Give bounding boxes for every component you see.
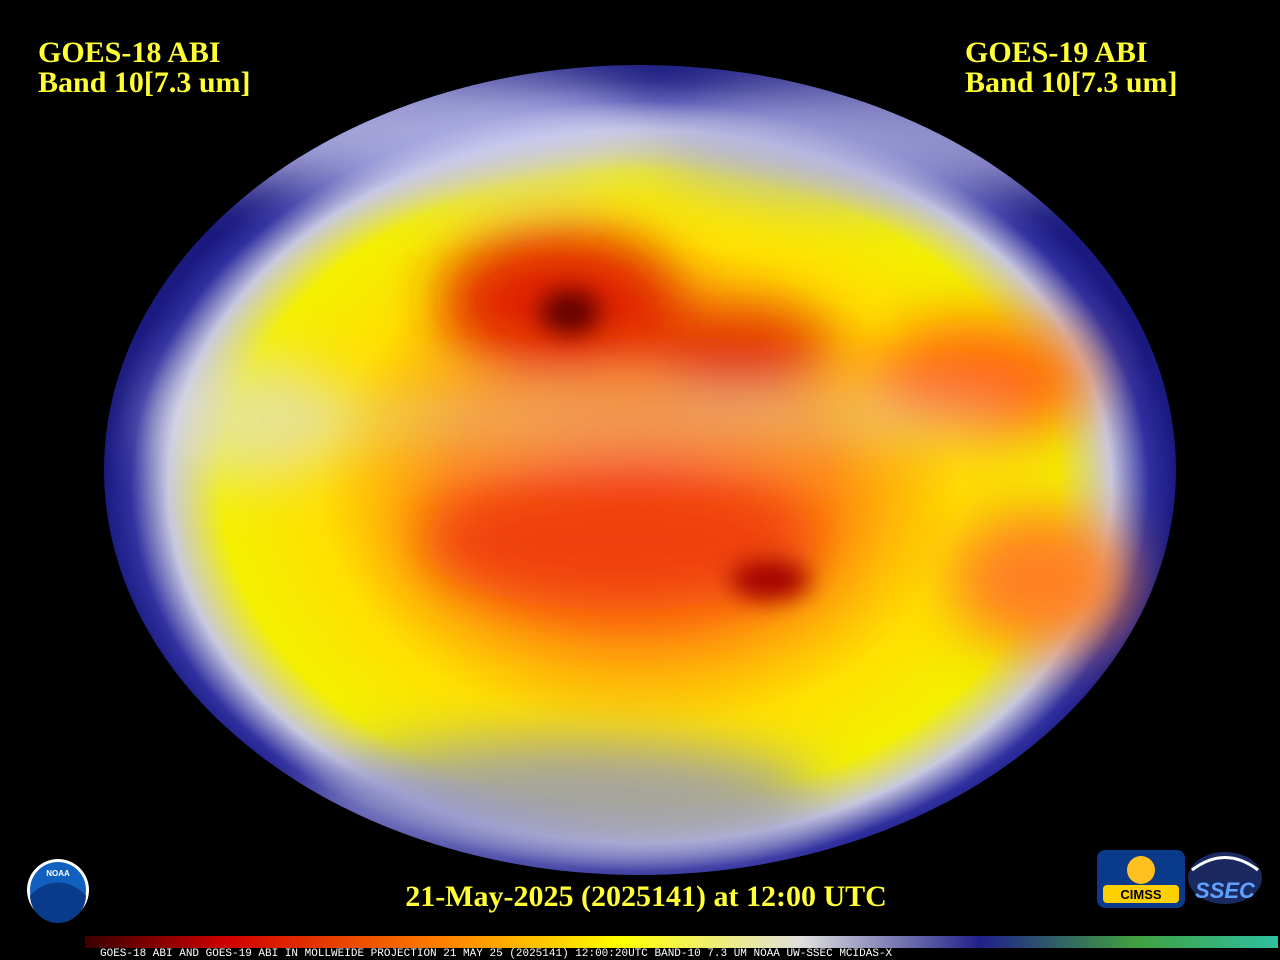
noaa-logo: NOAA — [27, 859, 89, 923]
header-right: GOES-19 ABI Band 10[7.3 um] — [965, 36, 1178, 99]
earth-disk — [104, 65, 1176, 875]
logo-text: CIMSS — [1120, 887, 1162, 902]
timestamp: 21-May-2025 (2025141) at 12:00 UTC — [405, 880, 887, 913]
band-label: Band 10[7.3 um] — [38, 66, 251, 99]
satellite-title: GOES-18 ABI — [38, 36, 221, 69]
logo-text: NOAA — [46, 869, 70, 878]
cimss-logo: CIMSS — [1097, 850, 1185, 908]
logo-text: SSEC — [1195, 878, 1256, 903]
header-left: GOES-18 ABI Band 10[7.3 um] — [38, 36, 251, 99]
satellite-title: GOES-19 ABI — [965, 36, 1148, 69]
ssec-logo: SSEC — [1188, 852, 1262, 904]
footer-caption: GOES-18 ABI AND GOES-19 ABI IN MOLLWEIDE… — [100, 948, 893, 960]
color-bar: GOES-18 ABI AND GOES-19 ABI IN MOLLWEIDE… — [85, 936, 1278, 960]
band-label: Band 10[7.3 um] — [965, 66, 1178, 99]
